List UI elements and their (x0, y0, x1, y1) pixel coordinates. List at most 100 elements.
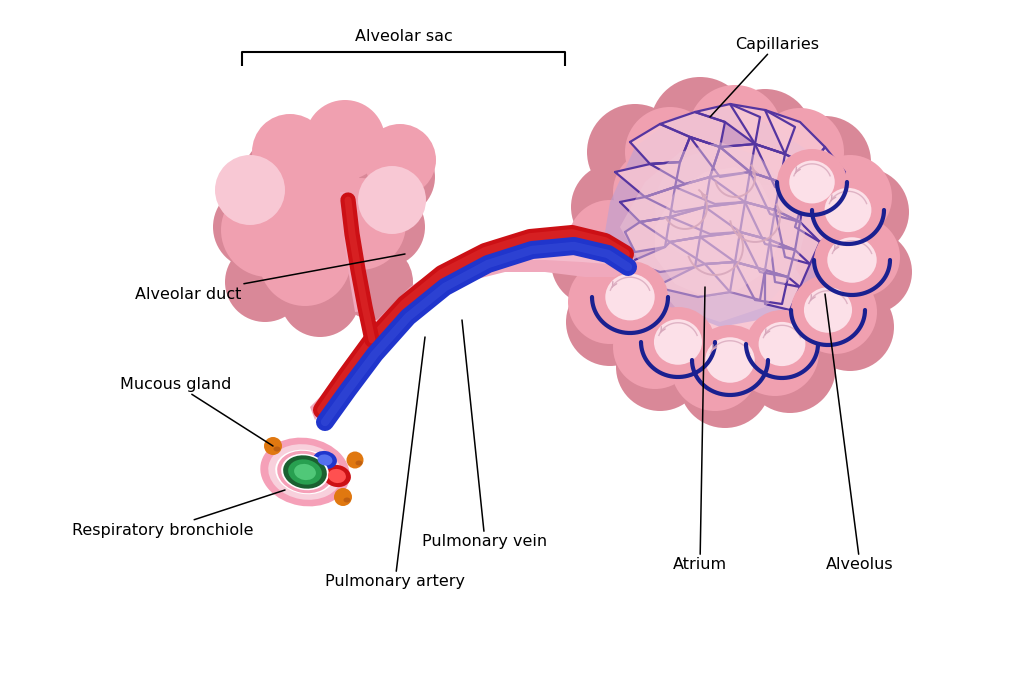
Polygon shape (630, 124, 690, 164)
Polygon shape (620, 143, 805, 322)
Circle shape (820, 217, 900, 297)
Circle shape (655, 182, 805, 332)
Circle shape (731, 308, 819, 396)
Circle shape (808, 155, 892, 239)
Polygon shape (720, 144, 785, 182)
Ellipse shape (282, 454, 329, 490)
Text: Alveolar sac: Alveolar sac (354, 29, 453, 44)
Circle shape (264, 437, 282, 455)
Ellipse shape (278, 451, 333, 493)
Circle shape (616, 323, 705, 411)
Circle shape (613, 150, 697, 234)
Text: Alveolus: Alveolus (825, 294, 894, 572)
Circle shape (355, 137, 435, 217)
Circle shape (650, 77, 750, 177)
Polygon shape (675, 147, 750, 204)
Circle shape (566, 278, 654, 366)
Circle shape (345, 187, 425, 267)
Polygon shape (705, 202, 775, 240)
Polygon shape (770, 240, 810, 287)
Polygon shape (775, 210, 820, 264)
Circle shape (679, 336, 771, 428)
Ellipse shape (804, 287, 852, 333)
Polygon shape (700, 232, 770, 270)
Ellipse shape (814, 225, 890, 295)
Ellipse shape (268, 444, 342, 500)
Ellipse shape (284, 456, 327, 489)
Polygon shape (605, 107, 845, 327)
Circle shape (688, 85, 782, 179)
Polygon shape (322, 244, 608, 410)
Ellipse shape (759, 322, 806, 366)
Circle shape (364, 124, 436, 196)
Circle shape (334, 488, 352, 506)
Ellipse shape (288, 460, 322, 485)
Circle shape (744, 321, 836, 413)
Circle shape (296, 123, 384, 211)
Circle shape (756, 108, 844, 196)
Ellipse shape (791, 275, 865, 345)
Circle shape (568, 260, 652, 344)
Polygon shape (750, 172, 805, 222)
Polygon shape (805, 147, 845, 202)
Circle shape (625, 107, 715, 197)
Circle shape (717, 89, 813, 185)
Polygon shape (310, 230, 635, 420)
Polygon shape (650, 137, 720, 184)
Circle shape (655, 152, 765, 262)
Circle shape (793, 270, 877, 354)
Polygon shape (615, 162, 680, 197)
Text: Alveolar duct: Alveolar duct (135, 254, 406, 301)
Circle shape (314, 178, 406, 270)
Circle shape (587, 104, 683, 200)
Circle shape (280, 257, 360, 337)
Ellipse shape (824, 188, 871, 232)
Circle shape (671, 323, 759, 411)
Polygon shape (340, 192, 372, 312)
Circle shape (252, 114, 328, 190)
Circle shape (703, 250, 807, 354)
Polygon shape (655, 167, 780, 297)
Polygon shape (745, 202, 800, 250)
Polygon shape (765, 110, 825, 167)
Ellipse shape (294, 464, 316, 480)
Ellipse shape (746, 310, 818, 378)
Text: Pulmonary artery: Pulmonary artery (325, 337, 465, 589)
Ellipse shape (260, 438, 350, 506)
Polygon shape (730, 104, 795, 154)
Ellipse shape (777, 149, 847, 215)
Ellipse shape (230, 142, 410, 302)
Circle shape (259, 214, 351, 306)
Polygon shape (795, 194, 845, 242)
Ellipse shape (706, 338, 755, 383)
Polygon shape (740, 232, 795, 277)
Ellipse shape (313, 451, 337, 469)
Text: Pulmonary vein: Pulmonary vein (423, 320, 548, 549)
Polygon shape (620, 187, 675, 222)
Circle shape (213, 185, 297, 269)
Ellipse shape (328, 469, 346, 483)
Circle shape (568, 200, 652, 284)
Ellipse shape (790, 160, 835, 203)
Text: Atrium: Atrium (673, 287, 727, 572)
Ellipse shape (585, 127, 885, 387)
Ellipse shape (654, 319, 702, 365)
Text: Respiratory bronchiole: Respiratory bronchiole (72, 490, 285, 537)
Polygon shape (645, 177, 710, 212)
Ellipse shape (324, 465, 351, 487)
Ellipse shape (812, 176, 884, 244)
Text: Capillaries: Capillaries (710, 37, 819, 117)
Ellipse shape (343, 497, 350, 503)
Text: Mucous gland: Mucous gland (120, 376, 273, 446)
Circle shape (337, 244, 413, 320)
Ellipse shape (827, 237, 877, 283)
Polygon shape (735, 262, 788, 304)
Circle shape (613, 305, 697, 389)
Polygon shape (640, 207, 705, 242)
Circle shape (551, 218, 639, 306)
Circle shape (221, 183, 315, 277)
Ellipse shape (355, 460, 362, 466)
Circle shape (828, 230, 912, 314)
Polygon shape (670, 202, 745, 234)
Circle shape (779, 116, 871, 208)
